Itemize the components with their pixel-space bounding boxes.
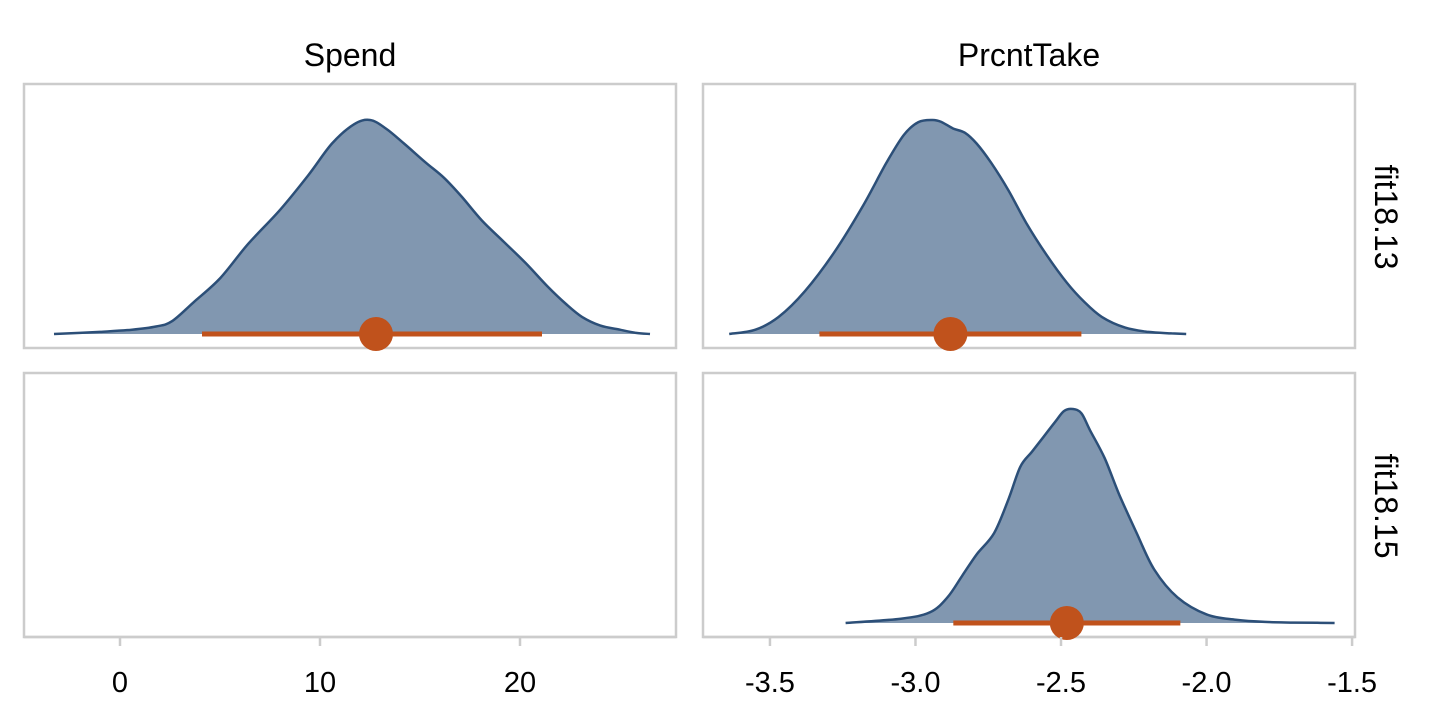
density-outline-prcnttake-fit18.15 — [845, 407, 1335, 625]
point-estimate-spend-fit18.13 — [359, 317, 393, 351]
x-tick-label-1-4: -1.5 — [1327, 667, 1377, 699]
panel-spend-fit18-13 — [22, 82, 678, 350]
row-label-fit18-15: fit18.15 — [1368, 454, 1404, 559]
point-estimate-prcnttake-fit18.15 — [1049, 606, 1084, 640]
x-tick-label-1-1: -3.0 — [890, 667, 940, 699]
x-tick-label-0-2: 20 — [504, 667, 536, 699]
density-area-prcnttake-fit18.13 — [729, 119, 1187, 334]
x-tick-label-1-0: -3.5 — [745, 667, 795, 699]
density-outline-spend-fit18.13 — [53, 118, 651, 336]
density-area-spend-fit18.13 — [54, 119, 650, 335]
panel-prcnttake-fit18-13 — [701, 82, 1357, 350]
x-tick-label-0-1: 10 — [304, 667, 336, 699]
row-label-fit18-13: fit18.13 — [1368, 165, 1404, 270]
panel-spend-fit18-15 — [22, 371, 678, 639]
density-area-prcnttake-fit18.15 — [845, 408, 1335, 623]
column-title-spend: Spend — [304, 37, 397, 73]
x-tick-label-1-2: -2.5 — [1036, 667, 1086, 699]
tick-layer: 0 10 20 -3.5 -3.0 -2.5 -2.0 -1.5 — [112, 637, 1377, 699]
x-tick-label-1-3: -2.0 — [1182, 667, 1232, 699]
x-tick-label-0-0: 0 — [112, 667, 128, 699]
density-outline-prcnttake-fit18.13 — [729, 118, 1187, 336]
point-estimate-prcnttake-fit18.13 — [933, 317, 968, 351]
column-title-prcnttake: PrcntTake — [958, 37, 1100, 73]
density-layer — [53, 118, 1335, 640]
